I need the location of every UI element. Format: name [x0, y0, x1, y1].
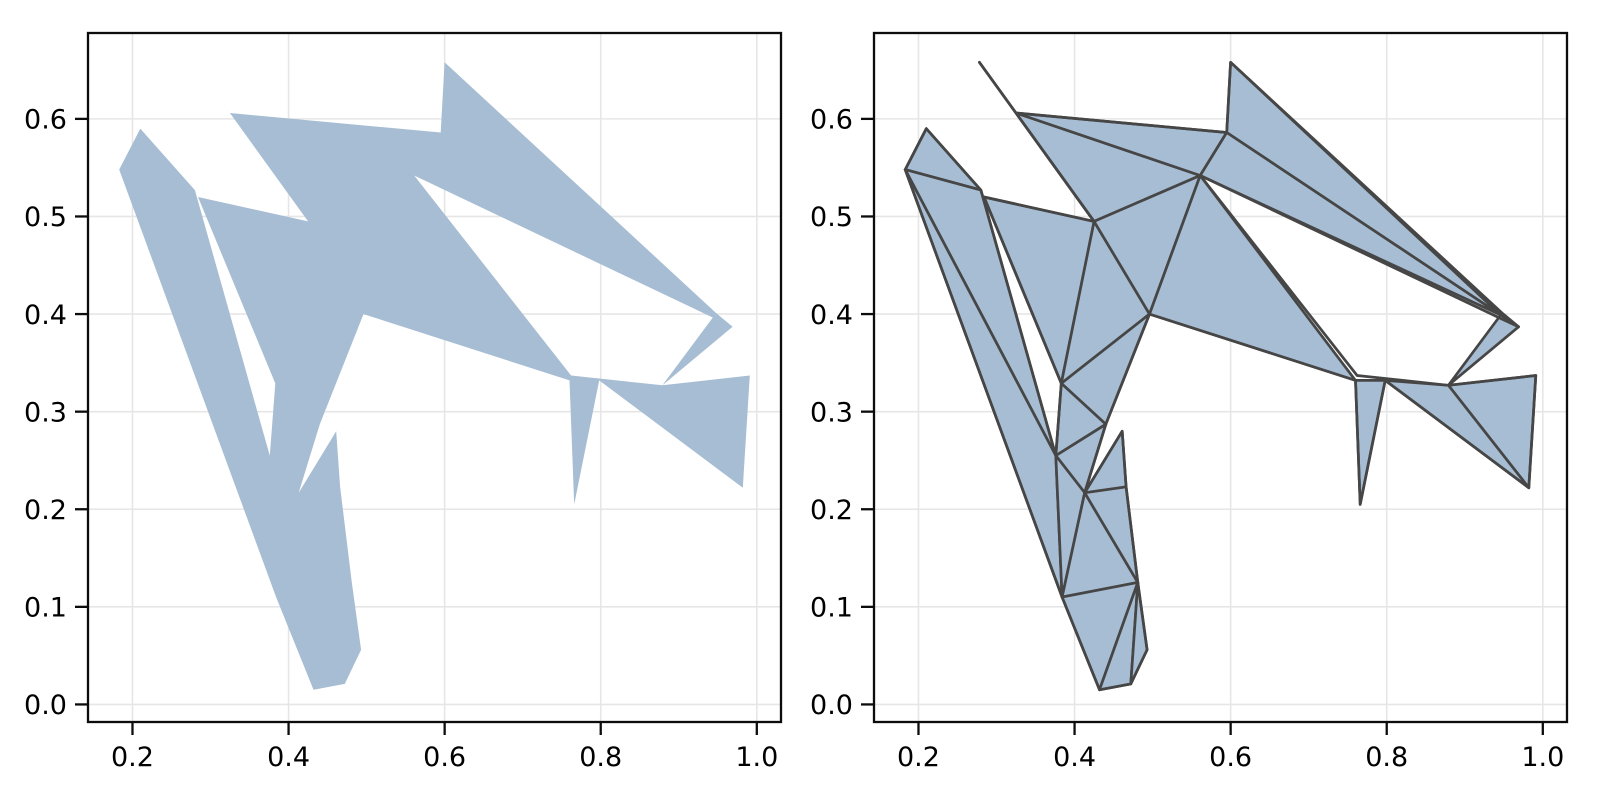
y-tick-label: 0.0 — [810, 690, 853, 721]
polygon-silhouette — [119, 62, 750, 690]
y-tick-label: 0.1 — [24, 593, 67, 624]
axis-spines — [86, 31, 783, 724]
x-tick-label: 0.6 — [423, 742, 466, 773]
x-tick-label: 0.2 — [111, 742, 154, 773]
polygon-fill-patch — [662, 315, 733, 386]
axis-spines — [872, 31, 1569, 724]
y-tick-label: 0.1 — [810, 593, 853, 624]
y-tick-label: 0.4 — [24, 300, 67, 331]
y-tick-label: 0.2 — [810, 495, 853, 526]
y-tick-label: 0.5 — [24, 202, 67, 233]
x-tick-label: 0.4 — [267, 742, 310, 773]
y-tick-label: 0.3 — [24, 397, 67, 428]
x-tick-label: 0.6 — [1209, 742, 1252, 773]
y-tick-label: 0.6 — [24, 105, 67, 136]
x-tick-label: 0.4 — [1053, 742, 1096, 773]
x-tick-label: 1.0 — [735, 742, 778, 773]
y-tick-label: 0.4 — [810, 300, 853, 331]
y-tick-label: 0.6 — [810, 105, 853, 136]
x-tick-label: 0.8 — [579, 742, 622, 773]
panel-polygon-triangulated: 0.2 0.4 0.6 0.8 1.0 0.0 0.1 0.2 0.3 0.4 0.5 0.6 — [810, 31, 1569, 773]
x-tick-label: 0.8 — [1365, 742, 1408, 773]
x-tick-label: 0.2 — [897, 742, 940, 773]
polygon-boundary — [903, 60, 1538, 692]
x-tick-label: 1.0 — [1521, 742, 1564, 773]
triangle — [1447, 313, 1520, 387]
y-tick-label: 0.2 — [24, 495, 67, 526]
y-tick-label: 0.0 — [24, 690, 67, 721]
y-tick-label: 0.5 — [810, 202, 853, 233]
y-tick-label: 0.3 — [810, 397, 853, 428]
panel-polygon-fill: 0.2 0.4 0.6 0.8 1.0 0.0 0.1 0.2 0.3 0.4 0.5 0.6 — [24, 31, 783, 773]
triangle — [1198, 131, 1503, 317]
